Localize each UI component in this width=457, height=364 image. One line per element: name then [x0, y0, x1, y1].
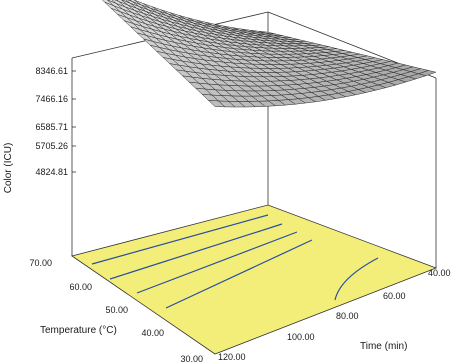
contour-line [165, 239, 313, 309]
surface-cell [259, 31, 276, 35]
time-axis-title: Time (min) [360, 341, 407, 352]
time-axis: 40.00 60.00 80.00 100.00 120.00 Time (mi… [218, 268, 451, 362]
z-tick-label: 6585.71 [35, 122, 68, 132]
temperature-tick-label: 50.00 [105, 305, 128, 315]
temperature-axis: 70.00 60.00 50.00 40.00 30.00 Temperatur… [29, 258, 203, 364]
contour-line [136, 231, 298, 294]
temperature-tick-label: 60.00 [69, 282, 92, 292]
response-surface [102, 0, 437, 108]
contour-line [109, 223, 283, 280]
z-axis: 8346.61 7466.16 6585.71 5705.26 4824.81 … [3, 66, 76, 193]
surface-cell [107, 0, 117, 4]
z-tick-label: 4824.81 [35, 167, 68, 177]
contour-line [334, 257, 379, 301]
z-axis-title: Color (ICU) [3, 143, 14, 194]
z-tick-label: 8346.61 [35, 66, 68, 76]
temperature-tick-label: 70.00 [29, 258, 52, 268]
surface-cell [114, 0, 119, 2]
time-tick-label: 80.00 [336, 311, 359, 321]
time-tick-label: 120.00 [218, 352, 246, 362]
surface-cell [102, 0, 114, 6]
surface-cell [116, 0, 128, 6]
floor-contours [91, 214, 379, 309]
surface-cell [121, 0, 131, 4]
temperature-tick-label: 30.00 [180, 354, 203, 364]
time-tick-label: 60.00 [383, 291, 406, 301]
temperature-tick-label: 40.00 [141, 328, 164, 338]
temperature-axis-title: Temperature (°C) [40, 325, 117, 336]
surface-cell [127, 0, 133, 2]
z-tick-label: 7466.16 [35, 94, 68, 104]
time-tick-label: 100.00 [287, 332, 315, 342]
floor-plane [71, 204, 438, 355]
z-tick-label: 5705.26 [35, 141, 68, 151]
contour-line [91, 214, 269, 265]
time-tick-label: 40.00 [428, 268, 451, 278]
